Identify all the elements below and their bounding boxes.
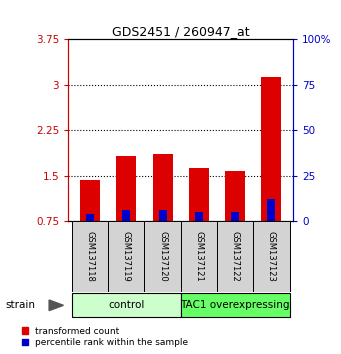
Bar bbox=[189, 169, 209, 221]
Legend: transformed count, percentile rank within the sample: transformed count, percentile rank withi… bbox=[21, 327, 188, 347]
Bar bbox=[159, 210, 166, 221]
Text: control: control bbox=[108, 300, 145, 310]
Text: GSM137120: GSM137120 bbox=[158, 231, 167, 282]
Bar bbox=[262, 77, 281, 221]
Text: TAC1 overexpressing: TAC1 overexpressing bbox=[180, 300, 290, 310]
Bar bbox=[195, 212, 203, 221]
Bar bbox=[116, 156, 136, 221]
Text: GSM137118: GSM137118 bbox=[86, 231, 94, 282]
Title: GDS2451 / 260947_at: GDS2451 / 260947_at bbox=[112, 25, 250, 38]
Text: GSM137122: GSM137122 bbox=[231, 231, 240, 282]
Bar bbox=[86, 214, 94, 221]
FancyBboxPatch shape bbox=[72, 221, 108, 292]
Bar bbox=[225, 171, 245, 221]
Bar bbox=[231, 212, 239, 221]
Text: GSM137119: GSM137119 bbox=[122, 231, 131, 282]
Text: GSM137121: GSM137121 bbox=[194, 231, 203, 282]
Bar bbox=[80, 180, 100, 221]
Text: strain: strain bbox=[5, 300, 35, 310]
Bar bbox=[267, 199, 276, 221]
FancyBboxPatch shape bbox=[181, 293, 290, 317]
Bar bbox=[122, 210, 130, 221]
Text: GSM137123: GSM137123 bbox=[267, 231, 276, 282]
FancyBboxPatch shape bbox=[72, 293, 181, 317]
FancyBboxPatch shape bbox=[217, 221, 253, 292]
FancyBboxPatch shape bbox=[181, 221, 217, 292]
Bar bbox=[153, 154, 173, 221]
Polygon shape bbox=[49, 300, 63, 311]
FancyBboxPatch shape bbox=[108, 221, 145, 292]
FancyBboxPatch shape bbox=[253, 221, 290, 292]
FancyBboxPatch shape bbox=[145, 221, 181, 292]
